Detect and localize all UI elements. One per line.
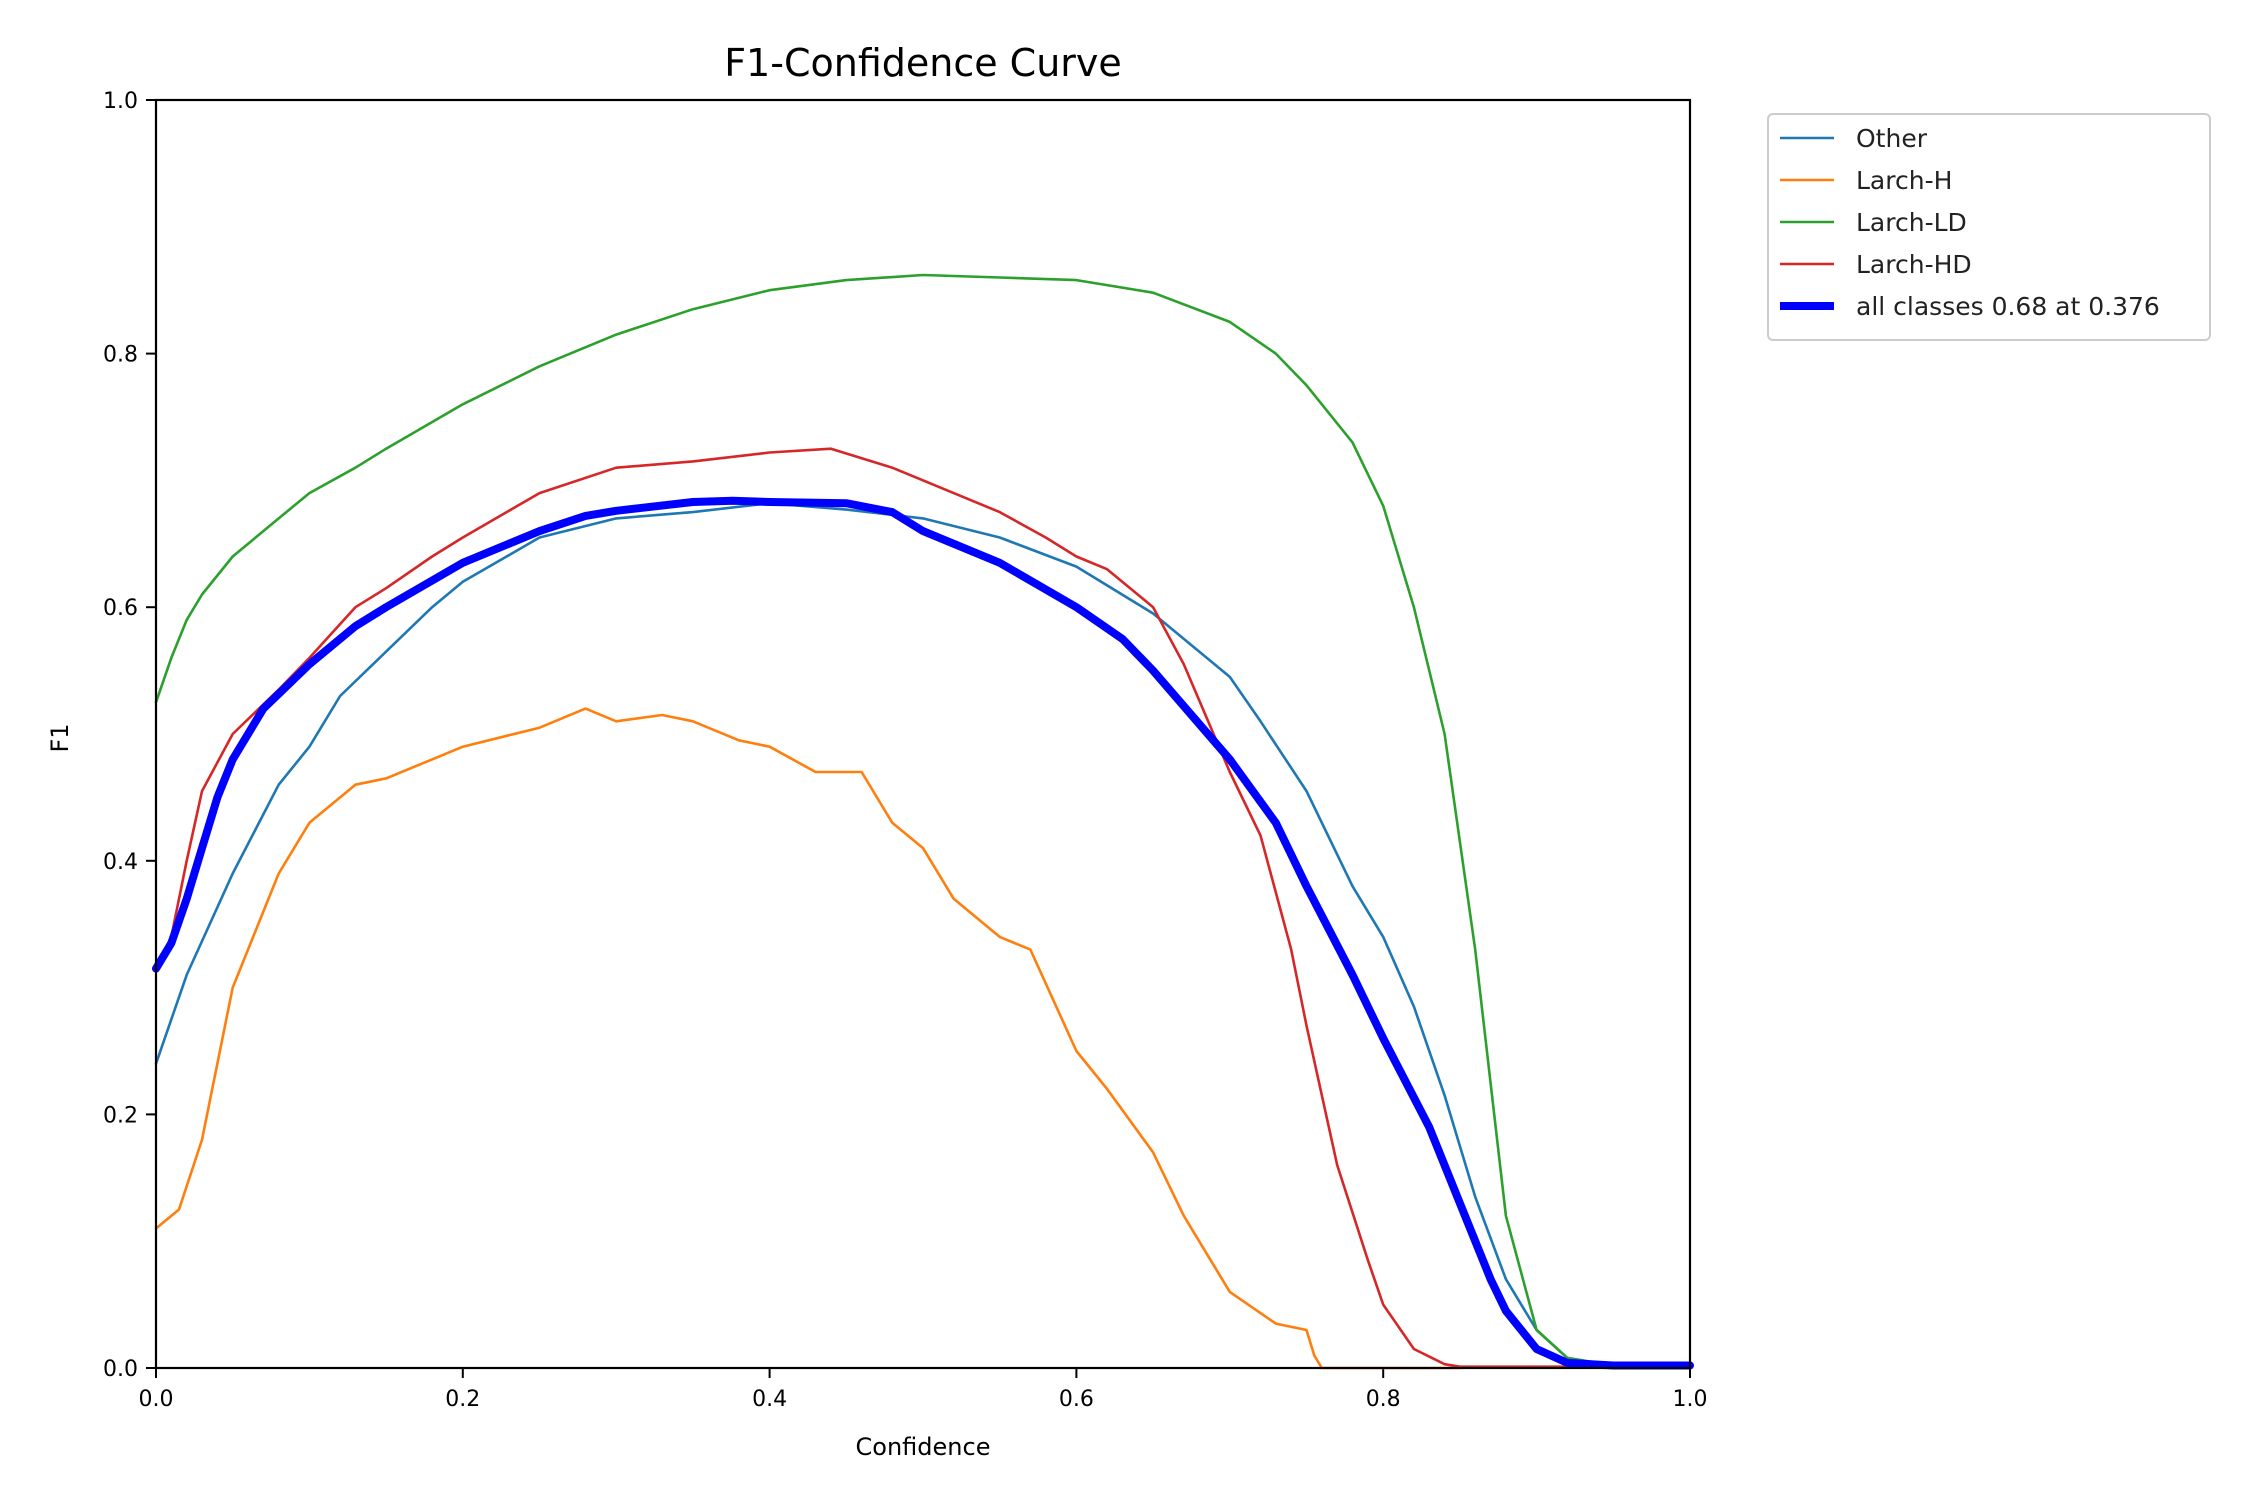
axis-ticks: 0.0 0.2 0.4 0.6 0.8 1.0 0.0 0.2 0.4 0.6 0.8 1.0: [103, 89, 1708, 1412]
legend-label-all-classes-0-68-at-0-376: all classes 0.68 at 0.376: [1856, 292, 2160, 321]
x-tick-label: 0.4: [752, 1387, 787, 1412]
y-axis-label: F1: [46, 723, 74, 752]
legend-label-other: Other: [1856, 124, 1928, 153]
x-tick-label: 0.2: [445, 1387, 480, 1412]
y-tick-label: 0.8: [103, 343, 138, 368]
y-tick-label: 0.0: [103, 1357, 138, 1382]
y-tick-label: 0.4: [103, 850, 138, 875]
y-tick-label: 1.0: [103, 89, 138, 114]
x-tick-label: 1.0: [1673, 1387, 1708, 1412]
plot-area-frame: [154, 98, 1692, 1370]
legend-box: [1767, 113, 2211, 341]
legend-label-larch-h: Larch-H: [1856, 166, 1952, 195]
chart-title: F1-Confidence Curve: [724, 41, 1122, 85]
series-line-all-classes-0-68-at-0-376: [152, 496, 1694, 1370]
series-line-larch-h: [154, 707, 1462, 1370]
y-tick-label: 0.2: [103, 1103, 138, 1128]
legend: Other Larch-H Larch-LD Larch-HD all classes …: [1767, 113, 2211, 341]
legend-label-larch-ld: Larch-LD: [1856, 208, 1967, 237]
x-tick-label: 0.0: [139, 1387, 174, 1412]
legend-label-larch-hd: Larch-HD: [1856, 250, 1972, 279]
x-tick-label: 0.8: [1366, 1387, 1401, 1412]
series-line-larch-hd: [154, 447, 1692, 1368]
plot-series: [152, 273, 1694, 1370]
series-line-other: [154, 501, 1692, 1367]
x-axis-label: Confidence: [856, 1433, 991, 1461]
series-line-larch-ld: [154, 273, 1692, 1367]
x-tick-label: 0.6: [1059, 1387, 1094, 1412]
y-tick-label: 0.6: [103, 596, 138, 621]
